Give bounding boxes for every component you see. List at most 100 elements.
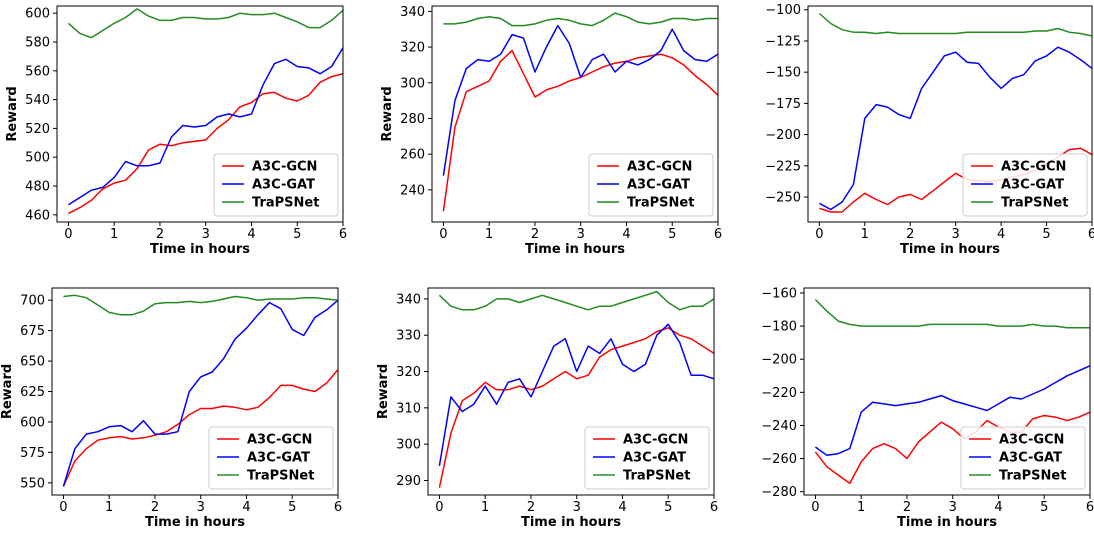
legend-label: A3C-GAT [627, 178, 690, 193]
chart-panel-4: 0 1 2 3 4 5 6 550 575 600 625 650 675 700 Time in hour… [0, 287, 342, 530]
series-line-a3c-gcn [68, 72, 343, 215]
x-tick-label: 1 [485, 227, 493, 242]
x-tick-label: 4 [618, 500, 626, 515]
y-tick-label: 580 [25, 36, 50, 51]
y-tick-label: 520 [25, 122, 50, 137]
x-tick-label: 2 [906, 227, 914, 242]
y-tick-label: −260 [761, 452, 797, 467]
legend-label: A3C-GCN [623, 433, 688, 448]
x-tick-label: 5 [1042, 227, 1050, 242]
y-tick-label: −180 [761, 320, 797, 335]
x-tick-label: 2 [527, 500, 535, 515]
x-tick-label: 5 [1040, 500, 1048, 515]
legend-label: A3C-GCN [247, 433, 312, 448]
plot-area [814, 299, 1090, 485]
plot-frame [807, 5, 1093, 223]
legend-label: A3C-GAT [247, 451, 310, 466]
legend-box [208, 426, 334, 490]
x-tick-label: 4 [622, 227, 630, 242]
x-tick-label: 4 [242, 500, 250, 515]
x-tick-label: 3 [573, 500, 581, 515]
x-axis-label: Time in hours [900, 242, 1000, 257]
y-tick-label: −225 [765, 159, 801, 174]
x-axis-label: Time in hours [145, 515, 245, 530]
x-tick-label: 2 [903, 500, 911, 515]
plot-frame [427, 287, 715, 496]
series-line-a3c-gat [819, 46, 1092, 211]
series-line-trapsnet [438, 290, 714, 311]
plot-area [62, 294, 338, 487]
x-tick-label: 2 [151, 500, 159, 515]
y-tick-label: 600 [20, 415, 45, 430]
legend-label: TraPSNet [999, 469, 1066, 484]
legend-label: TraPSNet [623, 469, 690, 484]
legend-box [960, 426, 1086, 490]
y-tick-label: 260 [400, 148, 425, 163]
x-tick-label: 1 [105, 500, 113, 515]
y-tick-label: 320 [400, 41, 425, 56]
y-axis-label: Reward [380, 86, 395, 141]
y-tick-label: 625 [20, 385, 45, 400]
x-tick-label: 3 [952, 227, 960, 242]
legend-label: A3C-GAT [1001, 178, 1064, 193]
x-tick-label: 3 [202, 227, 210, 242]
x-tick-label: 5 [288, 500, 296, 515]
legend-label: A3C-GCN [1001, 160, 1066, 175]
plot-area [442, 12, 718, 212]
x-tick-label: 0 [59, 500, 67, 515]
y-tick-label: −200 [765, 128, 801, 143]
legend-label: TraPSNet [1001, 196, 1068, 211]
series-line-a3c-gat [814, 365, 1090, 457]
y-tick-label: −250 [765, 191, 801, 206]
x-tick-label: 4 [997, 227, 1005, 242]
x-axis-label: Time in hours [897, 515, 997, 530]
y-tick-label: 340 [396, 292, 421, 307]
legend: A3C-GCN A3C-GAT TraPSNet [588, 153, 714, 217]
series-line-a3c-gat [442, 24, 718, 176]
y-axis-label: Reward [5, 86, 20, 141]
x-tick-label: 0 [815, 227, 823, 242]
y-tick-label: 300 [396, 438, 421, 453]
x-axis-label: Time in hours [525, 242, 625, 257]
y-tick-label: 280 [400, 112, 425, 127]
series-line-a3c-gcn [62, 369, 338, 487]
x-tick-label: 0 [435, 500, 443, 515]
y-tick-label: 560 [25, 64, 50, 79]
y-tick-label: 480 [25, 180, 50, 195]
series-line-trapsnet [67, 8, 343, 39]
plot-area [67, 8, 343, 215]
x-tick-label: 3 [949, 500, 957, 515]
series-line-a3c-gat [68, 47, 343, 206]
series-line-trapsnet [443, 12, 718, 27]
y-tick-label: −160 [761, 286, 797, 301]
y-tick-label: −100 [765, 3, 801, 18]
y-tick-label: −200 [761, 353, 797, 368]
legend: A3C-GCN A3C-GAT TraPSNet [962, 153, 1088, 217]
legend: A3C-GCN A3C-GAT TraPSNet [213, 153, 339, 217]
y-tick-label: 240 [400, 183, 425, 198]
y-tick-label: −220 [761, 386, 797, 401]
series-line-a3c-gcn [438, 327, 714, 488]
legend: A3C-GCN A3C-GAT TraPSNet [208, 426, 334, 490]
legend-label: A3C-GCN [999, 433, 1064, 448]
x-tick-label: 2 [156, 227, 164, 242]
y-tick-label: 340 [400, 5, 425, 20]
x-tick-label: 6 [710, 500, 718, 515]
y-tick-label: 600 [25, 7, 50, 22]
chart-panel-2: 0 1 2 3 4 5 6 240 260 280 300 320 340 Time in hours Re… [380, 5, 722, 257]
y-tick-label: 330 [396, 329, 421, 344]
chart-panel-5: 0 1 2 3 4 5 6 290 300 310 320 330 340 Time in hours Re… [376, 287, 718, 530]
legend-box [962, 153, 1088, 217]
x-tick-label: 1 [861, 227, 869, 242]
x-tick-label: 5 [668, 227, 676, 242]
y-axis-label: Reward [376, 364, 391, 419]
legend: A3C-GCN A3C-GAT TraPSNet [584, 426, 710, 490]
x-tick-label: 6 [1086, 500, 1094, 515]
legend: A3C-GCN A3C-GAT TraPSNet [960, 426, 1086, 490]
x-tick-label: 0 [811, 500, 819, 515]
x-tick-label: 3 [577, 227, 585, 242]
y-tick-label: 320 [396, 365, 421, 380]
series-line-a3c-gcn [814, 411, 1090, 485]
y-tick-label: 460 [25, 208, 50, 223]
